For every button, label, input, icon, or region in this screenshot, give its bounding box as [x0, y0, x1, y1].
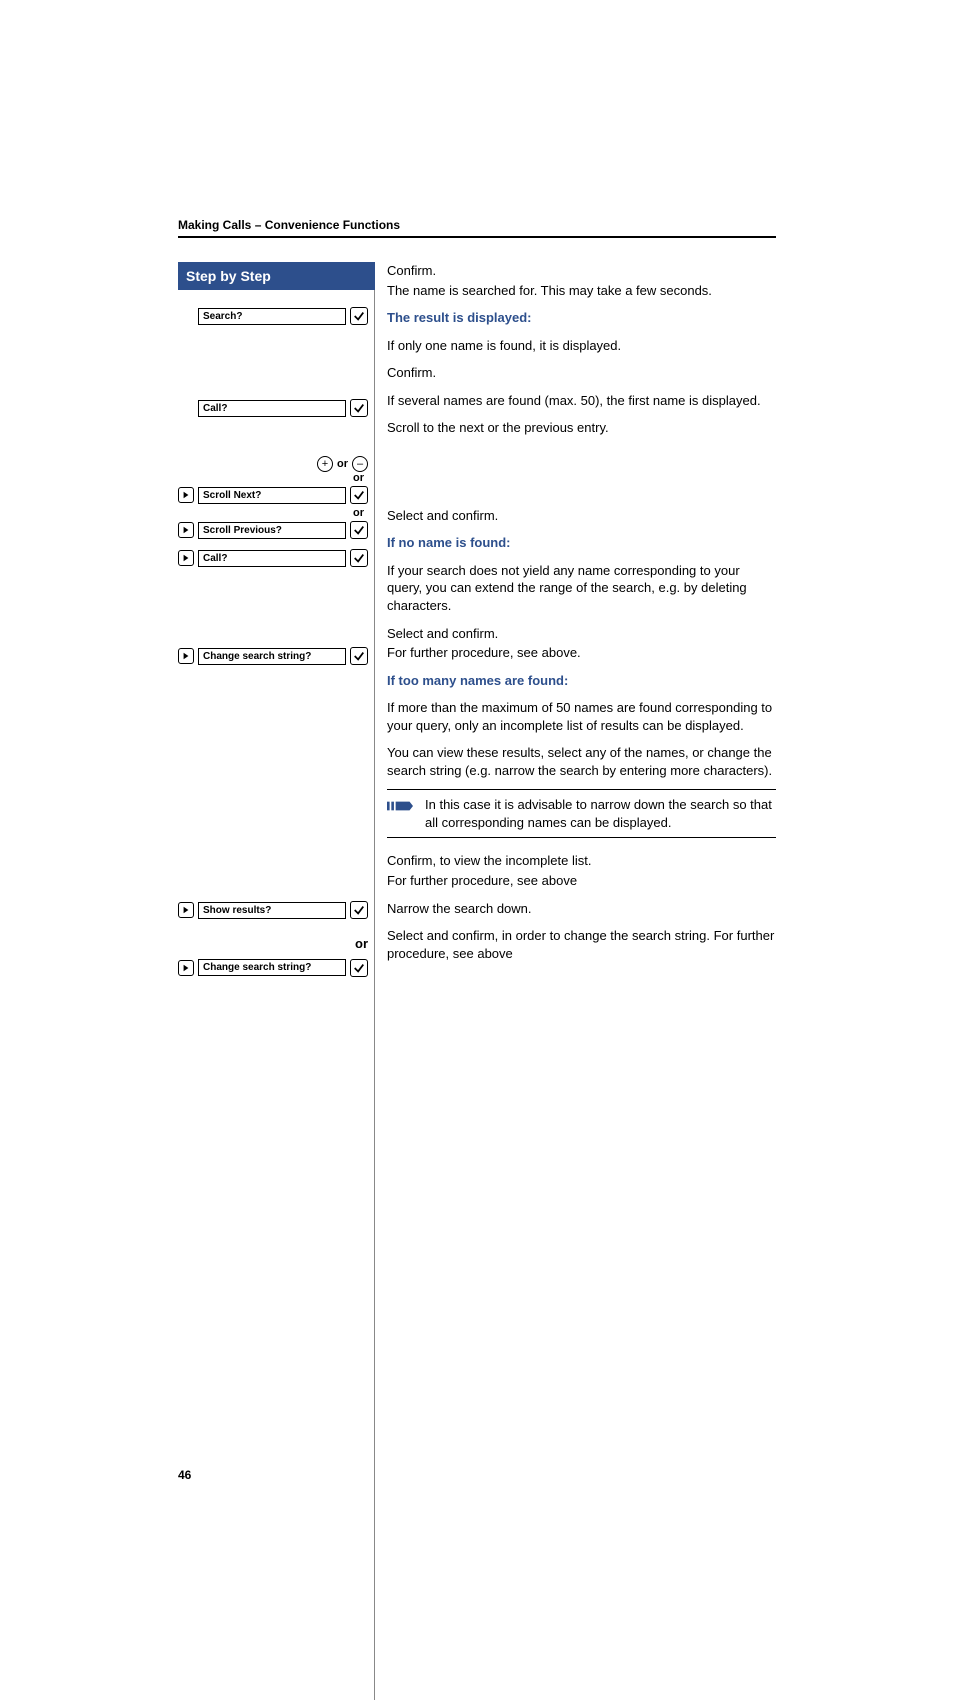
- confirm-check-icon[interactable]: [350, 647, 368, 665]
- body-text: If only one name is found, it is display…: [387, 337, 776, 355]
- body-text: For further procedure, see above: [387, 872, 776, 890]
- step-item: Call?: [178, 548, 368, 568]
- confirm-check-icon[interactable]: [350, 901, 368, 919]
- step-label: Change search string?: [198, 959, 346, 976]
- step-label: Call?: [198, 400, 346, 417]
- select-arrow-icon[interactable]: [178, 960, 194, 976]
- body-text: If several names are found (max. 50), th…: [387, 392, 776, 410]
- step-item: Change search string?: [178, 958, 368, 978]
- subsection-heading: If no name is found:: [387, 534, 776, 552]
- note-text: In this case it is advisable to narrow d…: [425, 796, 776, 831]
- subsection-heading: If too many names are found:: [387, 672, 776, 690]
- step-item: Call?: [178, 398, 368, 418]
- select-arrow-icon[interactable]: [178, 550, 194, 566]
- confirm-check-icon[interactable]: [350, 959, 368, 977]
- body-text: Confirm.: [387, 364, 776, 382]
- confirm-check-icon[interactable]: [350, 486, 368, 504]
- step-label: Call?: [198, 550, 346, 567]
- minus-icon[interactable]: –: [352, 456, 368, 472]
- body-text: If more than the maximum of 50 names are…: [387, 699, 776, 734]
- confirm-check-icon[interactable]: [350, 521, 368, 539]
- body-text: For further procedure, see above.: [387, 644, 776, 662]
- body-text: You can view these results, select any o…: [387, 744, 776, 779]
- body-text: Confirm.: [387, 262, 776, 280]
- select-arrow-icon[interactable]: [178, 522, 194, 538]
- step-item: Scroll Next?: [178, 485, 368, 505]
- body-text: Select and confirm.: [387, 507, 776, 525]
- step-item: Show results?: [178, 900, 368, 920]
- plus-minus-control: + or–: [178, 456, 368, 472]
- step-item: Scroll Previous?: [178, 520, 368, 540]
- select-arrow-icon[interactable]: [178, 648, 194, 664]
- confirm-check-icon[interactable]: [350, 307, 368, 325]
- subsection-heading: The result is displayed:: [387, 309, 776, 327]
- page-number: 46: [178, 1468, 191, 1482]
- body-text: Confirm, to view the incomplete list.: [387, 852, 776, 870]
- steps-title: Step by Step: [178, 262, 375, 290]
- note-box: In this case it is advisable to narrow d…: [387, 789, 776, 838]
- steps-sidebar: Step by Step Search?Call?+or–orScroll Ne…: [178, 262, 375, 1700]
- step-label: Show results?: [198, 902, 346, 919]
- step-item: Change search string?: [178, 646, 368, 666]
- step-label: Search?: [198, 308, 346, 325]
- body-text: Scroll to the next or the previous entry…: [387, 419, 776, 437]
- select-arrow-icon[interactable]: [178, 902, 194, 918]
- body-text: Select and confirm.: [387, 625, 776, 643]
- body-text: Narrow the search down.: [387, 900, 776, 918]
- section-header: Making Calls – Convenience Functions: [178, 218, 776, 238]
- or-label: or: [178, 936, 368, 952]
- step-item: Search?: [178, 306, 368, 326]
- body-text: Select and confirm, in order to change t…: [387, 927, 776, 962]
- select-arrow-icon[interactable]: [178, 487, 194, 503]
- note-arrow-icon: [387, 796, 415, 819]
- or-label: or: [337, 458, 348, 470]
- or-label: or: [178, 507, 368, 520]
- plus-icon[interactable]: +: [317, 456, 333, 472]
- body-text: The name is searched for. This may take …: [387, 282, 776, 300]
- or-label: or: [178, 472, 368, 485]
- step-label: Scroll Previous?: [198, 522, 346, 539]
- confirm-check-icon[interactable]: [350, 399, 368, 417]
- step-label: Change search string?: [198, 648, 346, 665]
- confirm-check-icon[interactable]: [350, 549, 368, 567]
- step-label: Scroll Next?: [198, 487, 346, 504]
- content-column: Confirm. The name is searched for. This m…: [375, 262, 776, 1700]
- body-text: If your search does not yield any name c…: [387, 562, 776, 615]
